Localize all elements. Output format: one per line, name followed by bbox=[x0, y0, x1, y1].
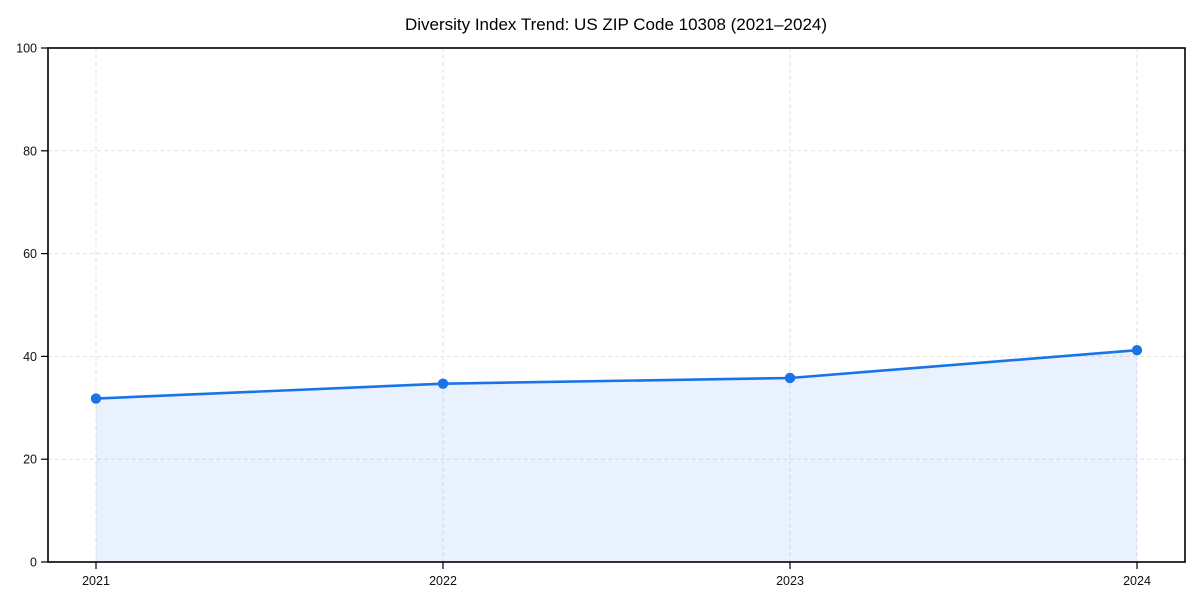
x-tick-label: 2022 bbox=[429, 574, 457, 588]
data-point-2024 bbox=[1131, 345, 1143, 356]
area-fill-layer bbox=[96, 350, 1137, 562]
trend-line bbox=[94, 348, 1139, 400]
y-tick-label: 60 bbox=[23, 247, 37, 261]
y-tick-label: 0 bbox=[30, 556, 37, 570]
plot-border bbox=[47, 47, 1186, 563]
x-tick-label: 2023 bbox=[776, 574, 804, 588]
x-tick-label: 2021 bbox=[82, 574, 110, 588]
data-point-2023 bbox=[784, 372, 796, 384]
area-fill bbox=[96, 350, 1137, 562]
data-point-layer bbox=[90, 345, 1143, 404]
data-point-2021 bbox=[90, 393, 102, 404]
y-tick-label: 100 bbox=[16, 42, 37, 56]
data-point-2022 bbox=[437, 378, 449, 389]
x-tick-label: 2024 bbox=[1123, 574, 1151, 588]
axes-layer: 0 20 40 60 80 100 2021 2022 2023 2024 bbox=[16, 42, 1186, 588]
chart-title: Diversity Index Trend: US ZIP Code 10308… bbox=[405, 15, 827, 34]
y-tick-label: 80 bbox=[23, 144, 37, 158]
y-tick-label: 20 bbox=[23, 453, 37, 467]
y-tick-label: 40 bbox=[23, 350, 37, 364]
trend-line-layer bbox=[94, 348, 1139, 400]
gridlines-layer bbox=[48, 48, 1185, 562]
